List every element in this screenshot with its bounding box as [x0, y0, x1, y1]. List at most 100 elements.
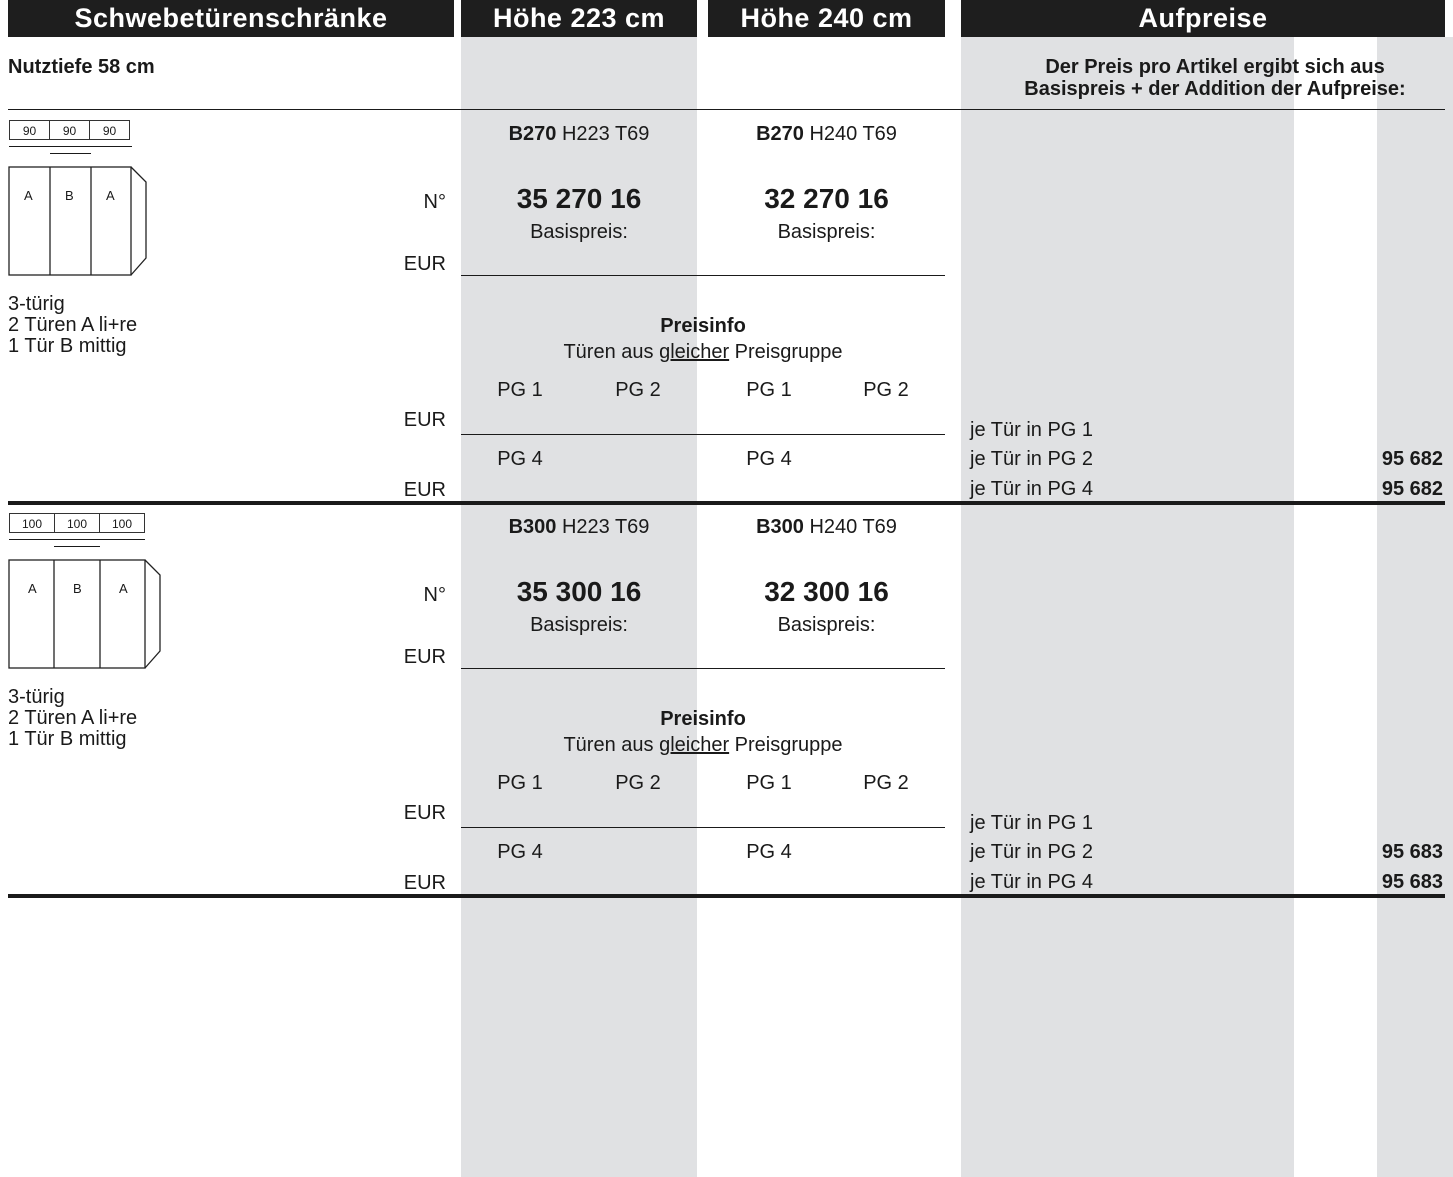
- model-223-dims: H223 T69: [556, 516, 650, 538]
- basis-price-label-240: Basispreis:: [777, 221, 876, 243]
- surcharge-pg4-number: 95 682: [1381, 478, 1443, 500]
- preisinfo-text-underlined: gleicher: [659, 734, 730, 756]
- pg12-divider: [461, 434, 945, 435]
- width-dimensions: 90 90 90: [9, 120, 130, 140]
- model-240: B270 H240 T69: [708, 122, 945, 146]
- model-240: B300 H240 T69: [708, 515, 945, 539]
- pg12-divider: [461, 827, 945, 828]
- surcharge-note-line2: Basispreis + der Addition der Aufpreise:: [1024, 78, 1406, 100]
- model-240-code: B300: [756, 516, 804, 538]
- eur-pg4-label: EUR: [403, 872, 446, 894]
- no-label: N°: [423, 584, 446, 606]
- band-col-223: [461, 37, 697, 1177]
- header-aufpreise: Aufpreise: [961, 0, 1445, 37]
- wardrobe-description: 3-türig 2 Türen A li+re 1 Tür B mittig: [8, 686, 138, 750]
- basis-divider: [461, 668, 945, 669]
- surcharge-pg4-label: je Tür in PG 4: [970, 478, 1094, 500]
- surcharge-pg2-label: je Tür in PG 2: [970, 448, 1094, 470]
- dim-2: 90: [49, 120, 90, 140]
- eur-pg12-label: EUR: [403, 802, 446, 824]
- surcharge-pg4-number: 95 683: [1381, 871, 1443, 893]
- preisinfo-title: Preisinfo: [660, 315, 746, 337]
- eur-basis-label: EUR: [403, 646, 446, 668]
- pg4-223-label: PG 4: [497, 448, 543, 470]
- basis-divider: [461, 275, 945, 276]
- pg4-240-label: PG 4: [746, 841, 792, 863]
- eur-pg12-label: EUR: [403, 409, 446, 431]
- band-col-aufpreise: [961, 37, 1294, 1177]
- pg2-223-label: PG 2: [615, 379, 661, 401]
- section-2: 100 100 100 A B A N° EUR EUR EUR 3-türig…: [0, 393, 1453, 898]
- door-label-2: B: [65, 188, 74, 203]
- surcharge-pg1-label: je Tür in PG 1: [970, 419, 1094, 441]
- dim-2: 100: [54, 513, 100, 533]
- door-label-2: B: [73, 581, 82, 596]
- surcharge-note-line1: Der Preis pro Artikel ergibt sich aus: [1045, 56, 1385, 78]
- dim-underline: [9, 146, 132, 147]
- pg2-240-label: PG 2: [863, 379, 909, 401]
- preisinfo-text-a: Türen aus: [563, 734, 660, 756]
- preisinfo-title: Preisinfo: [660, 708, 746, 730]
- door-label-3: A: [119, 581, 128, 596]
- wardrobe-description: 3-türig 2 Türen A li+re 1 Tür B mittig: [8, 293, 138, 357]
- surcharge-note: Der Preis pro Artikel ergibt sich aus Ba…: [961, 56, 1445, 100]
- pg4-240-label: PG 4: [746, 448, 792, 470]
- section-1-bottom-rule: [8, 501, 1445, 505]
- model-240-dims: H240 T69: [803, 516, 897, 538]
- header-hoehe-223: Höhe 223 cm: [461, 0, 697, 37]
- basis-price-label-240: Basispreis:: [777, 614, 876, 636]
- header-schwebetuerenschraenke: Schwebetürenschränke: [8, 0, 454, 37]
- basis-price-label-223: Basispreis:: [530, 221, 628, 243]
- dim-1: 90: [9, 120, 50, 140]
- preisinfo-text-underlined: gleicher: [659, 341, 730, 363]
- preisinfo-text-a: Türen aus: [563, 341, 660, 363]
- subheader-divider: [8, 109, 1445, 110]
- surcharge-pg2-label: je Tür in PG 2: [970, 841, 1094, 863]
- dim-3: 100: [99, 513, 145, 533]
- pg1-240-label: PG 1: [746, 379, 792, 401]
- dim-underline-mid: [50, 153, 91, 154]
- preisinfo-text-b: Preisgruppe: [729, 734, 843, 756]
- dim-underline-mid: [54, 546, 100, 547]
- dim-3: 90: [89, 120, 130, 140]
- preisinfo-text: Türen aus gleicher Preisgruppe: [461, 733, 945, 757]
- article-number-223: 35 300 16: [516, 576, 642, 607]
- band-col-number: [1377, 37, 1453, 1177]
- door-label-1: A: [28, 581, 37, 596]
- door-label-1: A: [24, 188, 33, 203]
- surcharge-pg2-number: 95 683: [1381, 841, 1443, 863]
- eur-basis-label: EUR: [403, 253, 446, 275]
- width-dimensions: 100 100 100: [9, 513, 145, 533]
- wardrobe-drawing: [8, 166, 147, 276]
- model-223-dims: H223 T69: [556, 123, 650, 145]
- basis-price-label-223: Basispreis:: [530, 614, 628, 636]
- depth-label: Nutztiefe 58 cm: [8, 56, 155, 78]
- pg1-223-label: PG 1: [497, 772, 543, 794]
- section-1: 90 90 90 A B A N° EUR EUR EUR 3-türig 2 …: [0, 0, 1453, 505]
- surcharge-pg4-label: je Tür in PG 4: [970, 871, 1094, 893]
- eur-pg4-label: EUR: [403, 479, 446, 501]
- door-label-3: A: [106, 188, 115, 203]
- surcharge-pg1-label: je Tür in PG 1: [970, 812, 1094, 834]
- no-label: N°: [423, 191, 446, 213]
- surcharge-pg2-number: 95 682: [1381, 448, 1443, 470]
- header-hoehe-240: Höhe 240 cm: [708, 0, 945, 37]
- dim-underline: [9, 539, 145, 540]
- pg1-223-label: PG 1: [497, 379, 543, 401]
- article-number-240: 32 300 16: [764, 576, 889, 607]
- model-240-code: B270: [756, 123, 804, 145]
- pg1-240-label: PG 1: [746, 772, 792, 794]
- wardrobe-drawing: [8, 559, 161, 669]
- model-223: B270 H223 T69: [461, 122, 697, 146]
- dim-1: 100: [9, 513, 55, 533]
- model-223-code: B270: [508, 123, 557, 145]
- pg4-223-label: PG 4: [497, 841, 543, 863]
- pg2-223-label: PG 2: [615, 772, 661, 794]
- preisinfo-text: Türen aus gleicher Preisgruppe: [461, 340, 945, 364]
- model-223-code: B300: [508, 516, 557, 538]
- model-240-dims: H240 T69: [803, 123, 897, 145]
- preisinfo-text-b: Preisgruppe: [729, 341, 843, 363]
- article-number-223: 35 270 16: [516, 183, 642, 214]
- section-2-bottom-rule: [8, 894, 1445, 898]
- pg2-240-label: PG 2: [863, 772, 909, 794]
